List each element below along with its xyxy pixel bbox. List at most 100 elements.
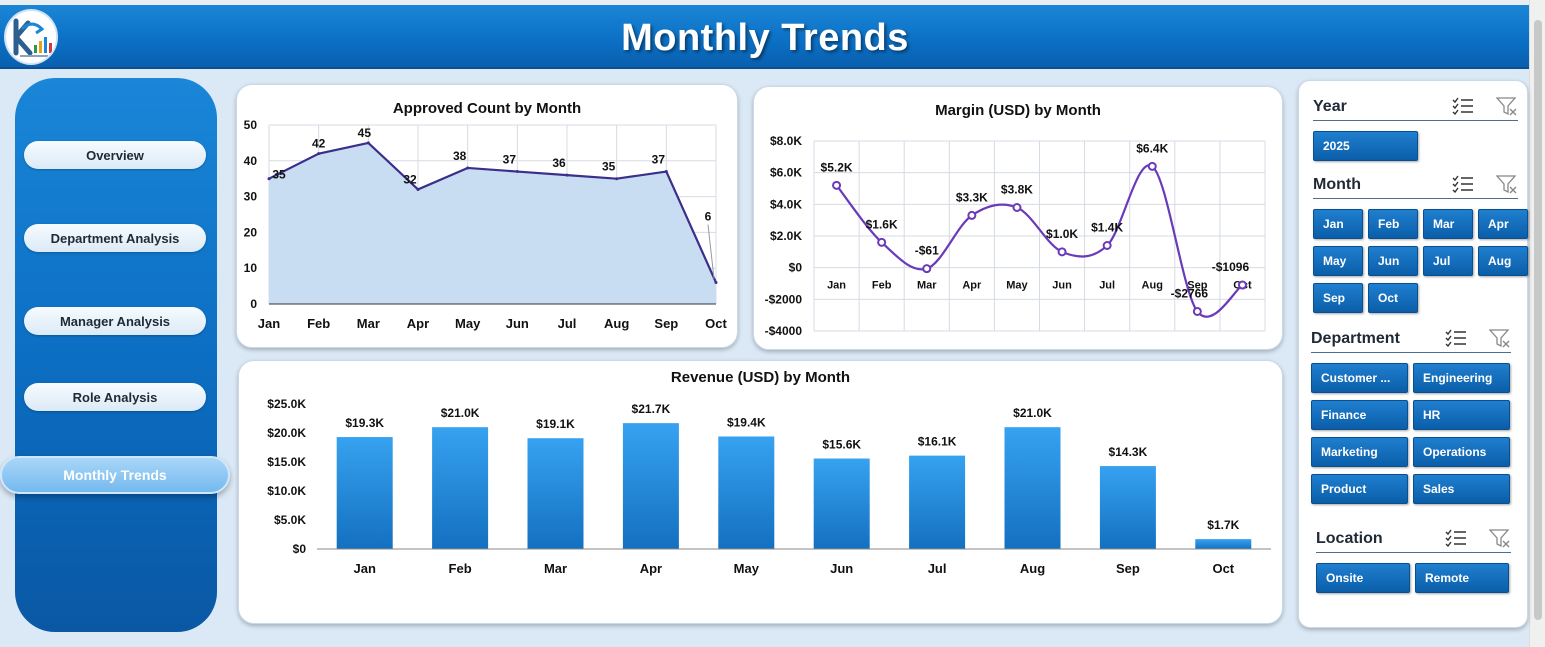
data-point <box>1057 247 1067 257</box>
month-slicer-tile[interactable]: Jun <box>1368 246 1418 276</box>
area-fill <box>269 142 716 304</box>
clear-filter-icon[interactable] <box>1488 329 1511 354</box>
data-point <box>466 166 470 170</box>
month-slicer-tile[interactable]: Jul <box>1423 246 1473 276</box>
multi-select-icon[interactable] <box>1452 175 1474 200</box>
clear-filter-icon[interactable] <box>1495 175 1518 200</box>
department-slicer-tile[interactable]: HR <box>1413 400 1510 430</box>
data-label: 35 <box>272 168 286 182</box>
data-label: -$2766 <box>1171 286 1209 300</box>
company-logo <box>4 9 58 65</box>
x-tick-label: Sep <box>654 316 678 331</box>
x-tick-label: Jun <box>506 316 529 331</box>
data-label: 45 <box>358 126 372 140</box>
bar <box>909 455 966 549</box>
clear-filter-icon[interactable] <box>1488 529 1511 554</box>
nav-department-analysis-button[interactable]: Department Analysis <box>24 224 206 252</box>
month-slicer-tile[interactable]: Sep <box>1313 283 1363 313</box>
x-tick-label: Jul <box>928 561 947 576</box>
y-tick-label: 40 <box>244 154 258 168</box>
x-tick-label: Aug <box>1020 561 1045 576</box>
month-slicer-header: Month <box>1313 173 1518 199</box>
data-point <box>515 170 519 174</box>
department-slicer: Department Customer ... Engineering Financ… <box>1311 327 1511 511</box>
data-label: $14.3K <box>1109 445 1148 459</box>
department-slicer-tile[interactable]: Finance <box>1311 400 1408 430</box>
data-point <box>664 170 668 174</box>
month-slicer-tile[interactable]: Mar <box>1423 209 1473 239</box>
multi-select-icon[interactable] <box>1445 329 1467 354</box>
x-tick-label: Sep <box>1116 561 1140 576</box>
x-tick-label: Jan <box>353 561 375 576</box>
data-point <box>1147 161 1157 171</box>
month-slicer-tile[interactable]: May <box>1313 246 1363 276</box>
location-slicer-tile[interactable]: Onsite <box>1316 563 1410 593</box>
department-slicer-tile[interactable]: Marketing <box>1311 437 1408 467</box>
data-point <box>565 173 569 177</box>
department-slicer-tile[interactable]: Product <box>1311 474 1408 504</box>
vertical-scrollbar[interactable] <box>1529 0 1545 647</box>
data-label: -$61 <box>915 244 939 258</box>
y-tick-label: $0 <box>789 261 803 275</box>
x-tick-label: Feb <box>449 561 472 576</box>
location-slicer-tile[interactable]: Remote <box>1415 563 1509 593</box>
department-slicer-tile[interactable]: Sales <box>1413 474 1510 504</box>
y-tick-label: $25.0K <box>267 397 306 411</box>
revenue-title: Revenue (USD) by Month <box>670 369 851 386</box>
data-label: 36 <box>552 156 566 170</box>
data-label: $21.7K <box>632 402 671 416</box>
y-tick-label: 10 <box>244 261 258 275</box>
x-tick-label: Aug <box>604 316 629 331</box>
y-tick-label: $8.0K <box>770 134 802 148</box>
nav-monthly-trends-button[interactable]: Monthly Trends <box>0 456 230 494</box>
y-tick-label: -$2000 <box>765 292 803 306</box>
bar <box>1004 427 1061 549</box>
month-tiles: Jan Feb Mar Apr May Jun Jul Aug Sep Oct <box>1313 199 1528 320</box>
y-tick-label: $15.0K <box>267 455 306 469</box>
approved-count-title: Approved Count by Month <box>392 100 582 117</box>
multi-select-icon[interactable] <box>1452 97 1474 122</box>
month-slicer-tile[interactable]: Aug <box>1478 246 1528 276</box>
data-label: 42 <box>312 137 326 151</box>
location-slicer-label: Location <box>1316 530 1383 547</box>
month-slicer-tile[interactable]: Oct <box>1368 283 1418 313</box>
nav-overview-button[interactable]: Overview <box>24 141 206 169</box>
data-label: $16.1K <box>918 435 957 449</box>
x-tick-label: Sep <box>1187 280 1207 292</box>
x-tick-label: Mar <box>544 561 567 576</box>
bar <box>1099 466 1156 549</box>
month-slicer-tile[interactable]: Feb <box>1368 209 1418 239</box>
data-point <box>1192 306 1202 316</box>
x-tick-label: Jun <box>1052 280 1072 292</box>
data-label: $1.4K <box>1091 221 1123 235</box>
data-label: 6 <box>705 210 712 224</box>
month-slicer-tile[interactable]: Apr <box>1478 209 1528 239</box>
x-tick-label: Mar <box>917 280 937 292</box>
department-slicer-tile[interactable]: Customer ... <box>1311 363 1408 393</box>
department-slicer-tile[interactable]: Engineering <box>1413 363 1510 393</box>
department-slicer-tile[interactable]: Operations <box>1413 437 1510 467</box>
nav-manager-analysis-button[interactable]: Manager Analysis <box>24 307 206 335</box>
location-slicer: Location Onsite Remote <box>1316 527 1511 600</box>
month-slicer: Month Jan Feb Mar Apr May Jun Jul Aug Sep Oct <box>1313 173 1528 320</box>
data-label: 35 <box>602 160 616 174</box>
data-label: $15.6K <box>822 438 861 452</box>
margin-chart: -$4000 -$2000 $0 $2.0K $4.0K $6.0K $8.0K Jan Feb… <box>765 134 1266 338</box>
month-slicer-tile[interactable]: Jan <box>1313 209 1363 239</box>
bar <box>622 423 679 549</box>
data-point <box>317 152 321 156</box>
department-slicer-header: Department <box>1311 327 1511 353</box>
revenue-chart: $0 $5.0K $10.0K $15.0K $20.0K $25.0K $19.3K Jan… <box>267 397 1271 576</box>
clear-filter-icon[interactable] <box>1495 97 1518 122</box>
sidebar: Overview Department Analysis Manager Ana… <box>0 78 230 632</box>
data-point <box>877 237 887 247</box>
nav-role-analysis-button[interactable]: Role Analysis <box>24 383 206 411</box>
data-label: -$1096 <box>1212 260 1250 274</box>
x-tick-label: Oct <box>1212 561 1234 576</box>
data-point <box>922 264 932 274</box>
data-point <box>714 281 718 285</box>
multi-select-icon[interactable] <box>1445 529 1467 554</box>
year-slicer-tile[interactable]: 2025 <box>1313 131 1418 161</box>
y-tick-label: $6.0K <box>770 166 802 180</box>
scrollbar-thumb[interactable] <box>1534 20 1542 620</box>
